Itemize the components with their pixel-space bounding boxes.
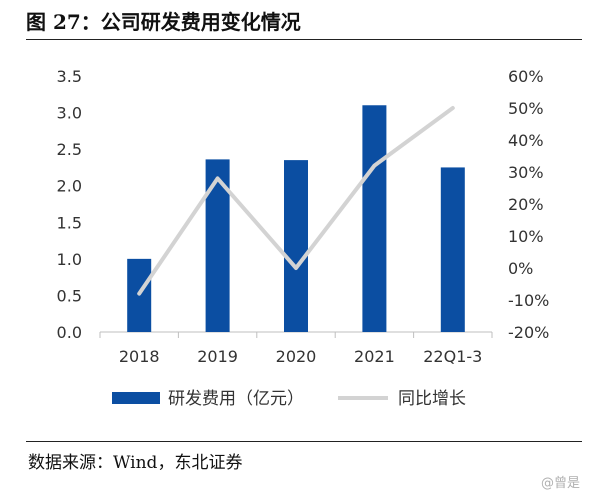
y-right-tick-label: -20% xyxy=(508,323,549,342)
legend-bar-label: 研发费用（亿元） xyxy=(168,389,304,409)
source-divider xyxy=(26,441,582,442)
x-tick-label: 2021 xyxy=(354,347,395,366)
y-right-tick-label: 40% xyxy=(508,131,544,150)
y-right-tick-label: 60% xyxy=(508,67,544,86)
y-right-tick-label: -10% xyxy=(508,291,549,310)
chart-title: 图 27：公司研发费用变化情况 xyxy=(26,10,301,34)
data-source-note: 数据来源：Wind，东北证券 xyxy=(28,453,243,473)
y-left-tick-label: 3.5 xyxy=(57,67,82,86)
y-right-tick-label: 50% xyxy=(508,99,544,118)
x-tick-label: 2020 xyxy=(276,347,317,366)
y-left-tick-label: 0.0 xyxy=(57,323,82,342)
y-left-tick-label: 1.5 xyxy=(57,213,82,232)
y-right-tick-label: 30% xyxy=(508,163,544,182)
watermark: @曾是 xyxy=(540,476,580,491)
legend-bar-swatch xyxy=(112,392,160,404)
title-divider xyxy=(26,39,582,40)
line-yoy-growth xyxy=(137,106,455,296)
legend-line-label: 同比增长 xyxy=(398,389,466,409)
y-right-tick-label: 20% xyxy=(508,195,544,214)
y-left-tick-label: 0.5 xyxy=(57,286,82,305)
x-tick-label: 22Q1-3 xyxy=(423,347,482,366)
y-left-tick-label: 3.0 xyxy=(57,104,82,123)
bar-rd-expense xyxy=(284,160,308,332)
y-right-tick-label: 10% xyxy=(508,227,544,246)
x-tick-label: 2018 xyxy=(119,347,160,366)
bar-rd-expense xyxy=(440,167,465,332)
y-left-tick-label: 2.0 xyxy=(57,177,82,196)
y-right-tick-label: 0% xyxy=(508,259,533,278)
chart-svg: 0.0 0.5 1.0 1.5 2.0 2.5 3.0 3.5 -20% -10% 0% 10% 20%… xyxy=(57,67,550,409)
x-tick-label: 2019 xyxy=(197,347,238,366)
bar-rd-expense xyxy=(362,105,387,332)
y-left-tick-label: 2.5 xyxy=(57,140,82,159)
y-left-tick-label: 1.0 xyxy=(57,250,82,269)
